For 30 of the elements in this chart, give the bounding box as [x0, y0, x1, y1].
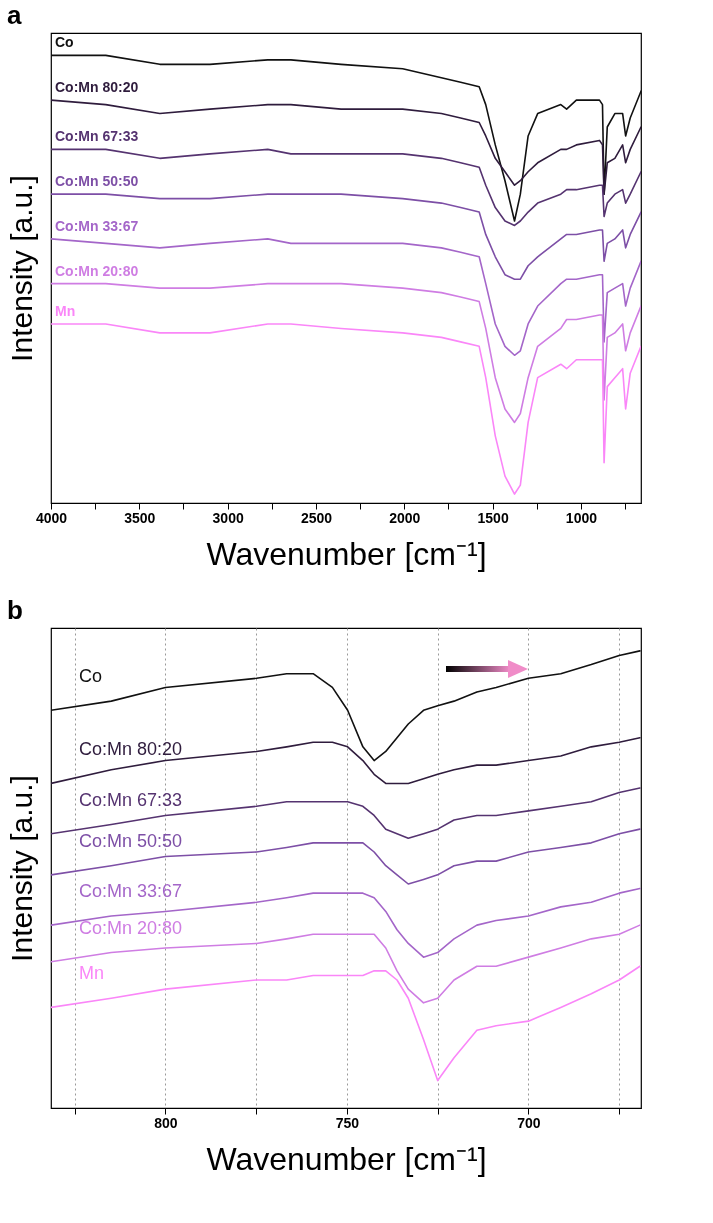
x-tick-label: 750	[335, 1114, 360, 1131]
series-label: Mn	[55, 302, 76, 319]
series-label: Mn	[79, 963, 105, 984]
x-tick-label: 700	[517, 1114, 541, 1131]
series-label: Co:Mn 67:33	[55, 128, 139, 145]
y-axis-title: Intensity [a.u.]	[4, 775, 38, 962]
x-tick-label: 3000	[212, 509, 244, 526]
x-tick-label: 1500	[477, 509, 509, 526]
x-axis-title: Wavenumber [cm⁻¹]	[206, 1140, 487, 1177]
x-tick-label: 800	[154, 1114, 178, 1131]
series-label: Co:Mn 20:80	[79, 917, 183, 938]
x-tick-label: 3500	[124, 509, 156, 526]
series-label: Co	[55, 34, 74, 51]
series-label: Co:Mn 20:80	[55, 262, 139, 279]
chart-title: b	[7, 595, 23, 625]
x-tick-label: 4000	[35, 509, 68, 526]
series-label: Co:Mn 80:20	[55, 79, 139, 96]
x-tick-label: 2500	[300, 509, 333, 526]
series-label: Co:Mn 67:33	[79, 789, 183, 810]
series-label: Co:Mn 33:67	[55, 217, 139, 234]
x-tick-label: 2000	[389, 509, 421, 526]
series-label: Co:Mn 50:50	[55, 173, 139, 190]
y-axis-title: Intensity [a.u.]	[4, 175, 38, 362]
series-label: Co:Mn 33:67	[79, 881, 183, 902]
x-axis-title: Wavenumber [cm⁻¹]	[206, 535, 487, 572]
chart-title: a	[7, 0, 22, 30]
x-tick-label: 1000	[565, 509, 598, 526]
series-label: Co	[79, 666, 103, 687]
series-label: Co:Mn 80:20	[79, 739, 183, 760]
series-label: Co:Mn 50:50	[79, 830, 183, 851]
